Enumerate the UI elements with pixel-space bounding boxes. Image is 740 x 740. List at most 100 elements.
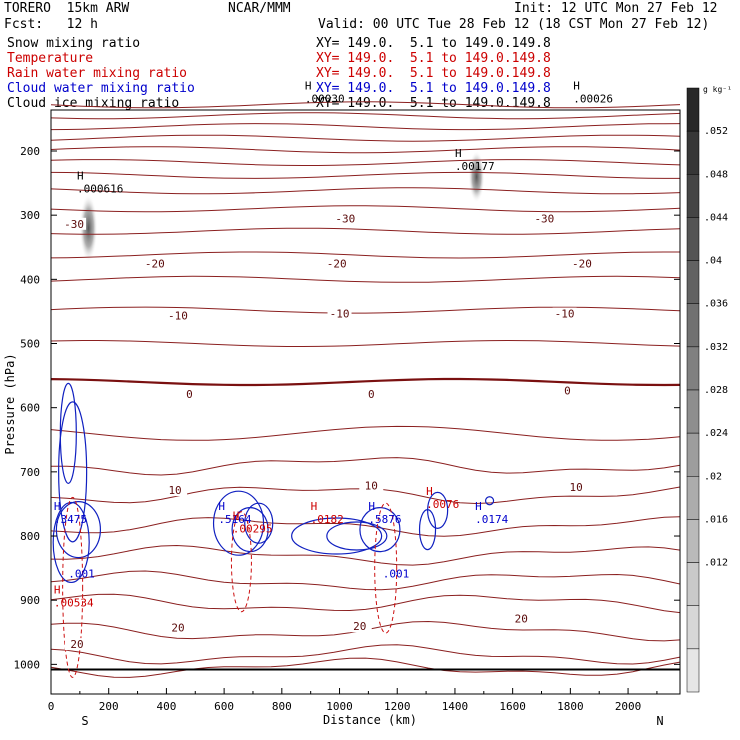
isotherm-line [50,306,681,314]
xy-snow: XY= 149.0. 5.1 to 149.0.149.8 [316,36,551,51]
isotherm-label: -20 [145,258,165,271]
maximum-value: .0182 [311,513,344,526]
isotherm-label: 10 [365,480,378,493]
maximum-marker: H [54,500,61,513]
isotherm-line [50,593,681,614]
cloud-water-contour [55,501,102,559]
isotherm-label-bg [564,480,589,493]
contour-value-label: .001 [68,568,95,581]
x-tick-label: 800 [272,700,292,713]
org-label: NCAR/MMM [228,1,291,16]
isotherm-label-bg [359,387,384,400]
cloud-water-contour [484,496,495,506]
isotherm-label: -30 [64,218,84,231]
isotherm-label: -30 [335,213,355,226]
plot-frame [50,109,681,695]
colorbar-tick-label: .012 [704,558,728,569]
x-tick-label: 600 [214,700,234,713]
xy-cloud-water: XY= 149.0. 5.1 to 149.0.149.8 [316,81,551,96]
x-tick-label: 1000 [326,700,353,713]
cloud-water-contour [244,502,274,544]
forecast-hour: Fcst: 12 h [4,17,98,32]
cloud-water-contour [427,491,449,529]
isotherm-label: 10 [570,481,583,494]
init-time: Init: 12 UTC Mon 27 Feb 12 [514,1,718,16]
isotherm-label-bg [569,257,594,270]
colorbar-tick-label: .024 [704,428,728,439]
colorbar-tick-label: .052 [704,126,728,137]
maximum-marker: H [573,80,580,93]
colorbar-unit: g kg⁻¹ [703,85,732,94]
colorbar-tick-label: .04 [704,256,722,267]
isotherm-label: -20 [327,258,347,271]
colorbar-cell [686,648,700,693]
isotherm-line [50,570,681,591]
isotherm-label: 20 [515,612,528,625]
isotherm-line [50,101,681,109]
maximum-marker: H [368,500,375,513]
field-rain: Rain water mixing ratio [7,66,188,81]
isotherm-line [50,205,681,213]
maximum-value: .000616 [77,183,123,196]
isotherm-line [50,644,681,665]
x-tick-label: 400 [156,700,176,713]
rain-water-contour [62,496,84,678]
isotherm-label: -20 [572,258,592,271]
isotherm-label-bg [165,309,190,322]
x-end-label-south: S [81,714,88,728]
cloud-water-contour [212,490,265,556]
maximum-value: .5164 [218,513,251,526]
isotherm-line [50,112,681,120]
colorbar-tick-label: .044 [704,212,728,223]
isotherm-line [50,377,681,387]
isotherm-line [50,516,681,537]
maximum-marker: H [77,170,84,183]
maximum-marker: H [233,510,240,523]
x-end-label-north: N [656,714,663,728]
isotherm-label-bg [555,384,580,397]
maximum-value: .5876 [368,513,401,526]
isotherm-label-bg [177,387,202,400]
y-tick-label: 400 [20,273,40,286]
colorbar-cell [686,130,700,175]
colorbar-tick-label: .016 [704,514,728,525]
isotherm-line [50,227,681,235]
x-tick-label: 1200 [384,700,411,713]
isotherm-line [50,171,680,179]
x-tick-label: 1400 [442,700,469,713]
maximum-marker: H [475,500,482,513]
cloud-water-contour [291,517,383,555]
colorbar-cell [686,432,700,477]
isotherm-label: 0 [186,388,193,401]
isotherm-label-bg [142,257,167,270]
isotherm-label-bg [165,621,190,634]
isotherm-label: 20 [353,620,366,633]
isotherm-label-bg [327,307,352,320]
y-tick-label: 300 [20,209,40,222]
isotherm-label-bg [359,479,384,492]
isotherm-line [50,275,681,283]
x-tick-label: 0 [48,700,55,713]
colorbar-tick-label: .048 [704,169,728,180]
x-axis-label: Distance (km) [323,713,417,727]
y-tick-label: 800 [20,530,40,543]
isotherm-line [50,425,681,441]
cloud-water-contour [418,509,437,551]
y-tick-label: 600 [20,402,40,415]
isotherm-label: 10 [168,484,181,497]
y-axis-label: Pressure (hPa) [3,353,17,454]
colorbar-cell [686,476,700,520]
colorbar-tick-label: .02 [704,471,722,482]
isotherm-label-bg [509,612,534,625]
colorbar-tick-label: .036 [704,299,728,310]
y-tick-label: 700 [20,466,40,479]
isotherm-label: 0 [368,388,375,401]
isotherm-label: 0 [564,385,571,398]
isotherm-line [50,457,681,476]
colorbar-cell [686,260,700,304]
cloud-water-contour [59,382,77,484]
maximum-marker: H [455,147,462,160]
isotherm-line [50,159,681,166]
y-tick-label: 200 [20,145,40,158]
colorbar-tick-label: .032 [704,342,728,353]
